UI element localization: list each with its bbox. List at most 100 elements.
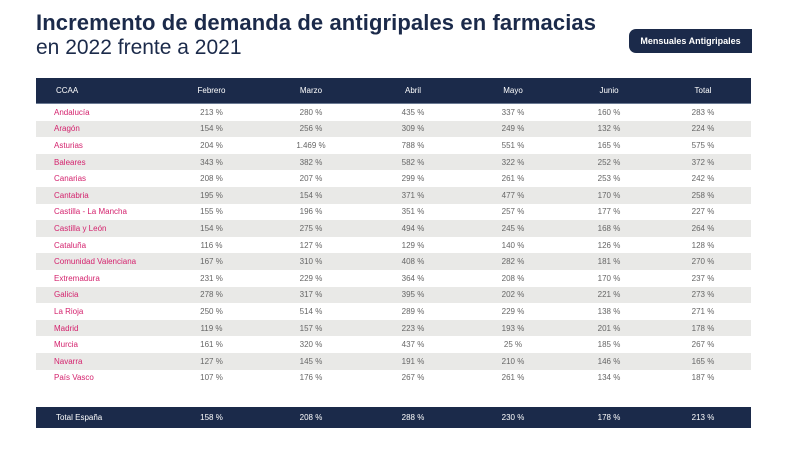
table-cell: 237 % — [691, 273, 715, 283]
region-name: Baleares — [54, 157, 86, 167]
table-row: Murcia 161 % 320 % 437 % 25 % 185 % 267 % — [36, 336, 751, 353]
table-cell: 258 % — [691, 190, 715, 200]
table-row: Extremadura 231 % 229 % 364 % 208 % 170 % 237 … — [36, 270, 751, 287]
region-name: Madrid — [54, 323, 79, 333]
table-cell: 119 % — [200, 323, 223, 333]
region-name: País Vasco — [54, 373, 94, 383]
table-cell: 157 % — [299, 323, 323, 333]
table-cell: 195 % — [200, 190, 223, 200]
table-cell: 181 % — [597, 257, 621, 267]
table-cell: 264 % — [691, 223, 715, 233]
region-name: Extremadura — [54, 273, 100, 283]
table-cell: 25 % — [503, 340, 523, 350]
table-cell: 253 % — [597, 174, 621, 184]
table-cell: 167 % — [200, 257, 223, 267]
table-cell: 170 % — [597, 190, 621, 200]
total-cell: 208 % — [299, 413, 323, 422]
table-cell: 227 % — [691, 207, 715, 217]
table-cell: 126 % — [597, 240, 621, 250]
table-cell: 408 % — [401, 257, 425, 267]
table-cell: 582 % — [401, 157, 425, 167]
table-row: Aragón 154 % 256 % 309 % 249 % 132 % 224 % — [36, 120, 751, 138]
table-cell: 320 % — [299, 340, 323, 350]
table-cell: 168 % — [597, 223, 621, 233]
table-cell: 191 % — [401, 356, 425, 366]
table-cell: 250 % — [200, 306, 223, 316]
header-total: Total — [694, 86, 712, 95]
table-cell: 289 % — [401, 306, 425, 316]
table-row: Navarra 127 % 145 % 191 % 210 % 146 % 165 % — [36, 352, 751, 370]
table-cell: 160 % — [597, 107, 621, 117]
table-cell: 202 % — [501, 290, 525, 300]
table-cell: 177 % — [597, 207, 621, 217]
table-cell: 185 % — [597, 340, 621, 350]
category-badge: Mensuales Antigripales — [629, 29, 752, 53]
table-cell: 208 % — [501, 273, 525, 283]
header-mayo: Mayo — [503, 86, 523, 95]
table-cell: 229 % — [299, 273, 323, 283]
table-cell: 196 % — [299, 207, 323, 217]
region-name: Galicia — [54, 290, 79, 300]
table-cell: 223 % — [401, 323, 425, 333]
table-row: Andalucía 213 % 280 % 435 % 337 % 160 % 283 % — [36, 104, 751, 121]
table-cell: 193 % — [501, 323, 525, 333]
table-cell: 322 % — [501, 157, 525, 167]
table-cell: 132 % — [597, 124, 621, 134]
table-cell: 170 % — [597, 273, 621, 283]
table-row: Baleares 343 % 382 % 582 % 322 % 252 % 372 % — [36, 153, 751, 171]
table-cell: 242 % — [691, 174, 715, 184]
table-cell: 1.469 % — [296, 140, 326, 150]
region-name: Murcia — [54, 340, 79, 350]
table-cell: 261 % — [501, 373, 525, 383]
table-cell: 155 % — [200, 207, 223, 217]
table-row: La Rioja 250 % 514 % 289 % 229 % 138 % 271 % — [36, 303, 751, 320]
table-cell: 371 % — [401, 190, 425, 200]
table-cell: 134 % — [597, 373, 621, 383]
table-cell: 337 % — [501, 107, 525, 117]
table-cell: 165 % — [597, 140, 621, 150]
table-cell: 201 % — [597, 323, 621, 333]
table-cell: 165 % — [691, 356, 715, 366]
table-cell: 283 % — [691, 107, 715, 117]
region-name: Castilla y León — [54, 223, 107, 233]
table-cell: 437 % — [401, 340, 425, 350]
table-cell: 146 % — [597, 356, 621, 366]
table-cell: 317 % — [299, 290, 323, 300]
table-cell: 140 % — [501, 240, 525, 250]
table-cell: 788 % — [401, 140, 425, 150]
table-cell: 176 % — [299, 373, 323, 383]
total-cell: 213 % — [691, 413, 715, 422]
page-title: Incremento de demanda de antigripales en… — [36, 10, 596, 60]
header-junio: Junio — [599, 86, 619, 95]
table-cell: 270 % — [691, 257, 715, 267]
table-cell: 213 % — [200, 107, 223, 117]
total-cell: 158 % — [200, 413, 223, 422]
table-cell: 372 % — [691, 157, 715, 167]
table-cell: 299 % — [401, 174, 425, 184]
header-febrero: Febrero — [197, 86, 226, 95]
table-cell: 514 % — [299, 306, 323, 316]
table-cell: 575 % — [691, 140, 715, 150]
table-cell: 257 % — [501, 207, 525, 217]
table-cell: 128 % — [691, 240, 715, 250]
region-name: Asturias — [54, 140, 83, 150]
region-name: Aragón — [54, 124, 80, 134]
table-cell: 364 % — [401, 273, 425, 283]
table-row: Canarias 208 % 207 % 299 % 261 % 253 % 242 % — [36, 170, 751, 187]
table-cell: 252 % — [597, 157, 621, 167]
table-row: Madrid 119 % 157 % 223 % 193 % 201 % 178 % — [36, 319, 751, 337]
table-cell: 154 % — [200, 124, 223, 134]
header-ccaa: CCAA — [56, 86, 79, 95]
table-cell: 127 % — [299, 240, 323, 250]
table-cell: 178 % — [691, 323, 715, 333]
table-cell: 154 % — [200, 223, 223, 233]
total-label: Total España — [56, 413, 103, 422]
table-cell: 278 % — [200, 290, 223, 300]
table-row: Cantabria 195 % 154 % 371 % 477 % 170 % 258 % — [36, 186, 751, 204]
region-name: Cantabria — [54, 190, 89, 200]
table-row: Castilla y León 154 % 275 % 494 % 245 % 168 %… — [36, 220, 751, 237]
table-cell: 145 % — [299, 356, 323, 366]
region-name: Canarias — [54, 174, 87, 184]
demand-table: CCAA Febrero Marzo Abril Mayo Junio Tota… — [36, 78, 751, 386]
table-cell: 210 % — [501, 356, 525, 366]
